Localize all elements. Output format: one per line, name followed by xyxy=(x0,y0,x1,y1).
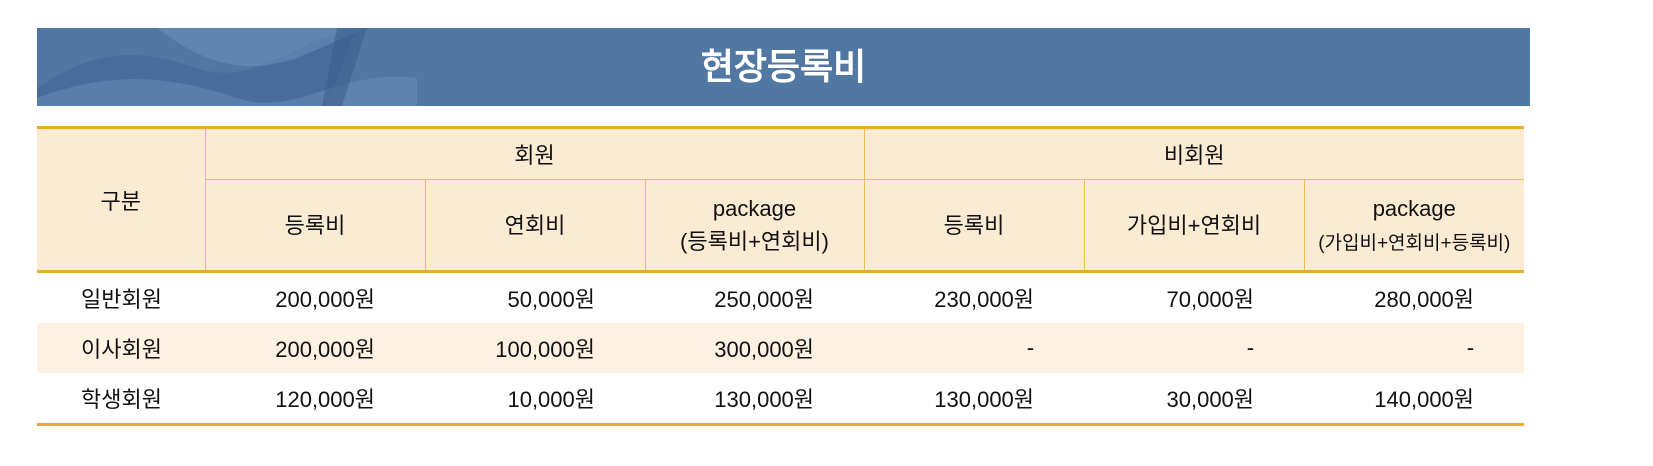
fee-cell: - xyxy=(1084,323,1305,373)
table-row: 이사회원 200,000원 100,000원 300,000원 - - - xyxy=(37,323,1525,373)
fee-cell: 250,000원 xyxy=(714,287,815,312)
row-label: 학생회원 xyxy=(81,387,162,412)
fee-cell: 30,000원 xyxy=(1166,387,1255,412)
fee-cell: 230,000원 xyxy=(934,287,1035,312)
fee-cell: 50,000원 xyxy=(507,287,595,312)
subheader: 등록비 xyxy=(863,179,1085,273)
fee-cell: 300,000원 xyxy=(645,323,865,373)
title-banner: 현장등록비 xyxy=(37,28,1530,106)
fee-cell: - xyxy=(864,323,1085,373)
row-label: 일반회원 xyxy=(81,287,162,312)
group-header-nonmember: 비회원 xyxy=(863,127,1525,180)
subheader: package (가입비+연회비+등록비) xyxy=(1303,179,1525,273)
table-row: 학생회원 120,000원 10,000원 130,000원 130,000원 … xyxy=(37,373,1524,425)
wave-pattern-decoration xyxy=(37,28,417,106)
category-header: 구분 xyxy=(37,127,206,273)
fee-cell: 280,000원 xyxy=(1374,287,1475,312)
fee-cell: - xyxy=(1304,323,1525,373)
fee-cell: 130,000원 xyxy=(934,387,1035,412)
row-label: 이사회원 xyxy=(37,323,205,373)
subheader: 연회비 xyxy=(424,179,646,273)
fee-cell: 130,000원 xyxy=(714,387,815,412)
fee-cell: 100,000원 xyxy=(425,323,645,373)
subheader: 등록비 xyxy=(204,179,426,273)
group-header-member: 회원 xyxy=(204,127,865,180)
fee-cell: 10,000원 xyxy=(507,387,595,412)
fee-cell: 120,000원 xyxy=(275,387,375,412)
fee-cell: 200,000원 xyxy=(205,323,425,373)
subheader: 가입비+연회비 xyxy=(1083,179,1305,273)
table-row: 일반회원 200,000원 50,000원 250,000원 230,000원 … xyxy=(37,272,1524,324)
banner-title: 현장등록비 xyxy=(700,46,867,87)
subheader: package (등록비+연회비) xyxy=(644,179,865,273)
registration-fee-table: 구분 회원 비회원 등록비 연회비 package (등록비+연회비) 등록비 가… xyxy=(37,126,1525,426)
fee-cell: 70,000원 xyxy=(1166,287,1255,312)
fee-cell: 140,000원 xyxy=(1374,387,1475,412)
fee-cell: 200,000원 xyxy=(275,287,375,312)
